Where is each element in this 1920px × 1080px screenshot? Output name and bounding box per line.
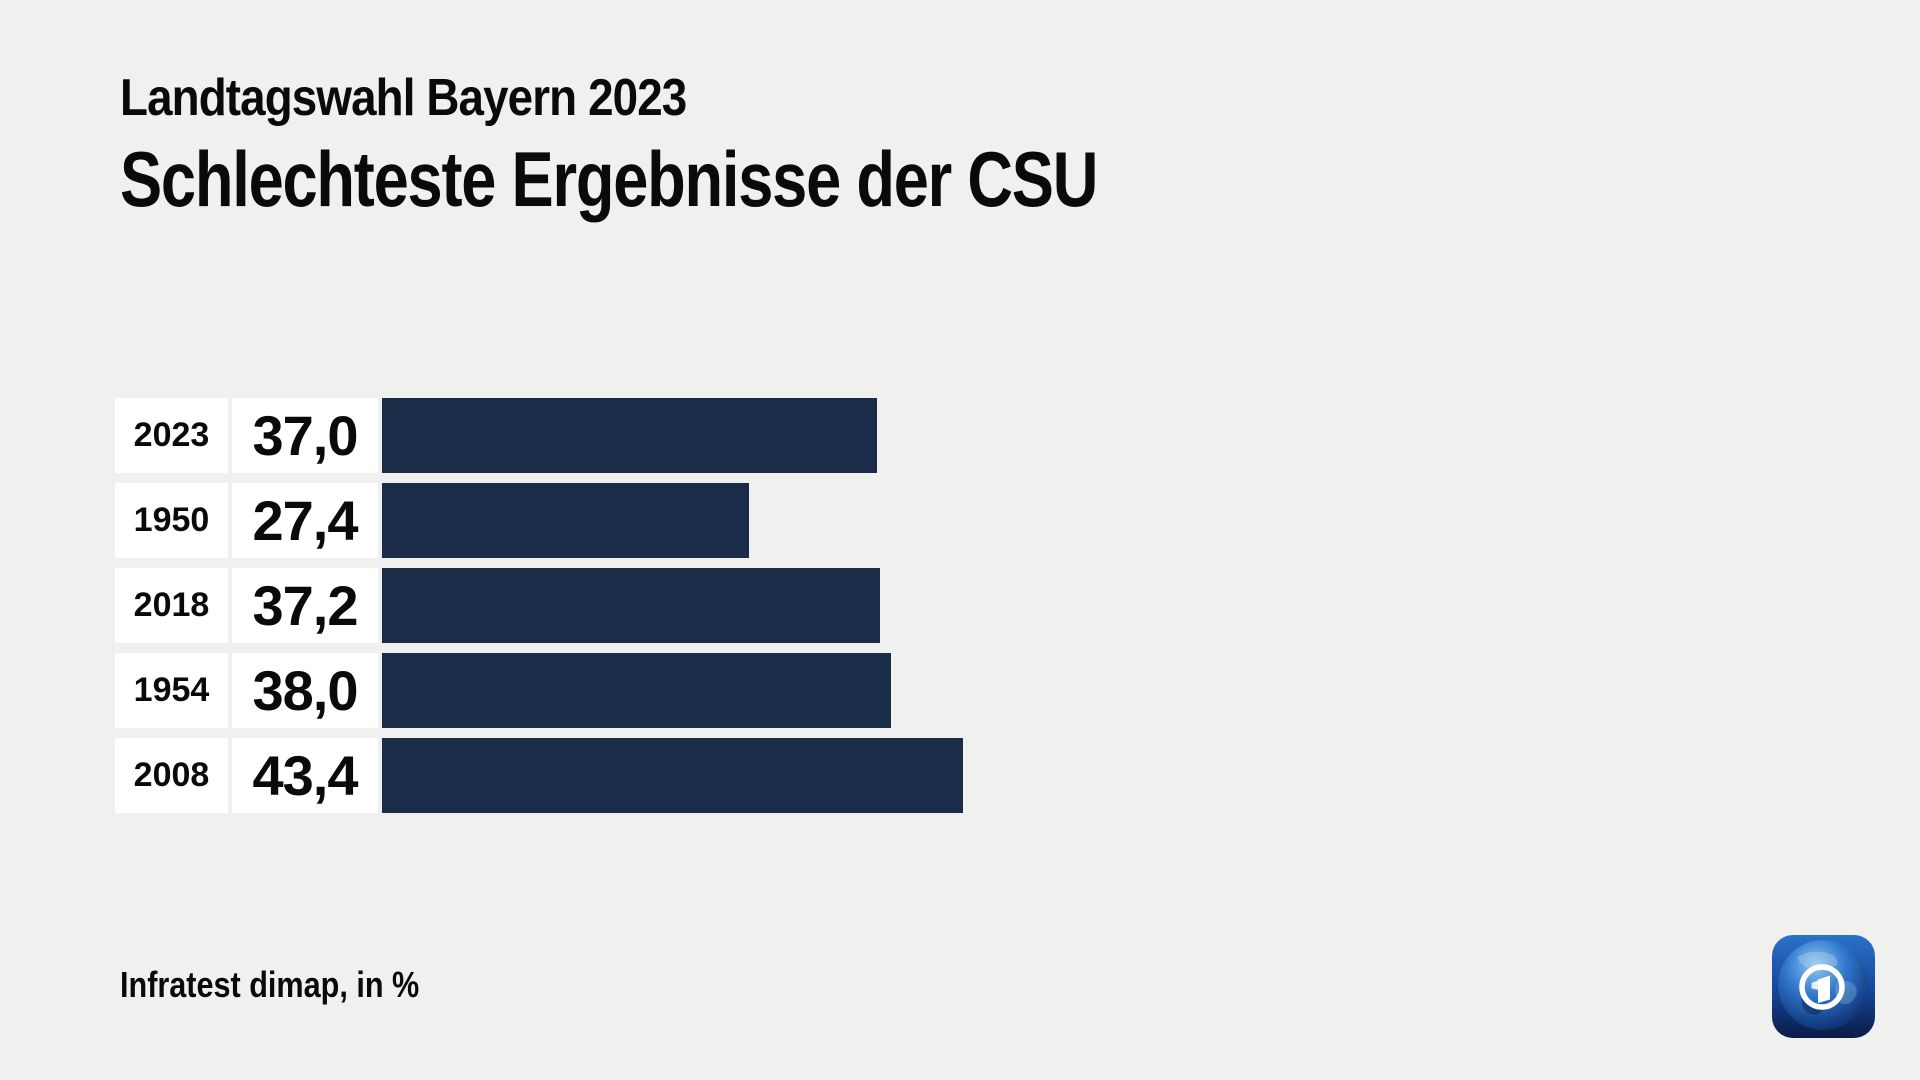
page-title: Schlechteste Ergebnisse der CSU [120, 135, 1098, 223]
bar [382, 398, 877, 473]
tagesschau-logo-icon [1772, 935, 1875, 1038]
category-label: 2018 [115, 568, 228, 643]
value-label: 43,4 [232, 738, 378, 813]
category-label: 2008 [115, 738, 228, 813]
value-label: 38,0 [232, 653, 378, 728]
source-note: Infratest dimap, in % [120, 964, 420, 1005]
value-label: 37,2 [232, 568, 378, 643]
bar [382, 653, 891, 728]
value-label: 27,4 [232, 483, 378, 558]
bar [382, 483, 749, 558]
category-label: 1950 [115, 483, 228, 558]
category-label: 1954 [115, 653, 228, 728]
kicker: Landtagswahl Bayern 2023 [120, 69, 687, 127]
value-label: 37,0 [232, 398, 378, 473]
category-label: 2023 [115, 398, 228, 473]
bar [382, 568, 880, 643]
bar [382, 738, 963, 813]
tagesschau-logo [1772, 935, 1875, 1038]
